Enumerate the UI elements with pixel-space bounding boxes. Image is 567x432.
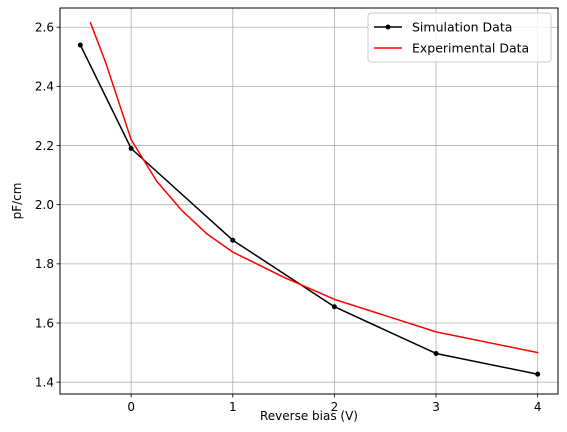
- series-line-experimental-data: [89, 21, 539, 354]
- series-simulation-data: [77, 42, 541, 377]
- y-tick-label: 1.6: [35, 316, 54, 330]
- y-tick-label: 1.4: [35, 375, 54, 389]
- series-experimental-data: [89, 21, 539, 354]
- ticks: 0 1 2 3 4 1.4 1.6 1.8 2.0 2.2 2.4 2.6: [35, 21, 542, 414]
- legend-label-simulation-data: Simulation Data: [412, 20, 512, 35]
- legend: Simulation Data Experimental Data: [367, 12, 552, 63]
- y-tick-label: 2.6: [35, 21, 54, 35]
- y-tick-label: 2.2: [35, 139, 54, 153]
- data-point: [77, 42, 83, 48]
- x-tick-label: 4: [534, 400, 542, 414]
- legend-label-experimental-data: Experimental Data: [412, 41, 529, 56]
- plot-area-frame: [59, 7, 559, 395]
- x-tick-label: 3: [432, 400, 440, 414]
- grid: [60, 8, 558, 394]
- legend-marker-simulation-data: [385, 24, 391, 30]
- y-tick-label: 1.8: [35, 257, 54, 271]
- data-point: [230, 237, 236, 243]
- y-tick-label: 2.4: [35, 80, 54, 94]
- data-point: [535, 371, 541, 377]
- y-axis-label: pF/cm: [10, 183, 24, 220]
- x-axis-label: Reverse bias (V): [260, 409, 358, 423]
- series-line-simulation-data: [79, 43, 539, 376]
- x-tick-label: 2: [331, 400, 339, 414]
- x-tick-label: 1: [229, 400, 237, 414]
- data-point: [128, 145, 134, 151]
- y-tick-label: 2.0: [35, 198, 54, 212]
- data-point: [331, 304, 337, 310]
- series-layer: [77, 21, 541, 377]
- data-point: [433, 350, 439, 356]
- x-tick-label: 0: [127, 400, 135, 414]
- legend-box: [367, 12, 552, 63]
